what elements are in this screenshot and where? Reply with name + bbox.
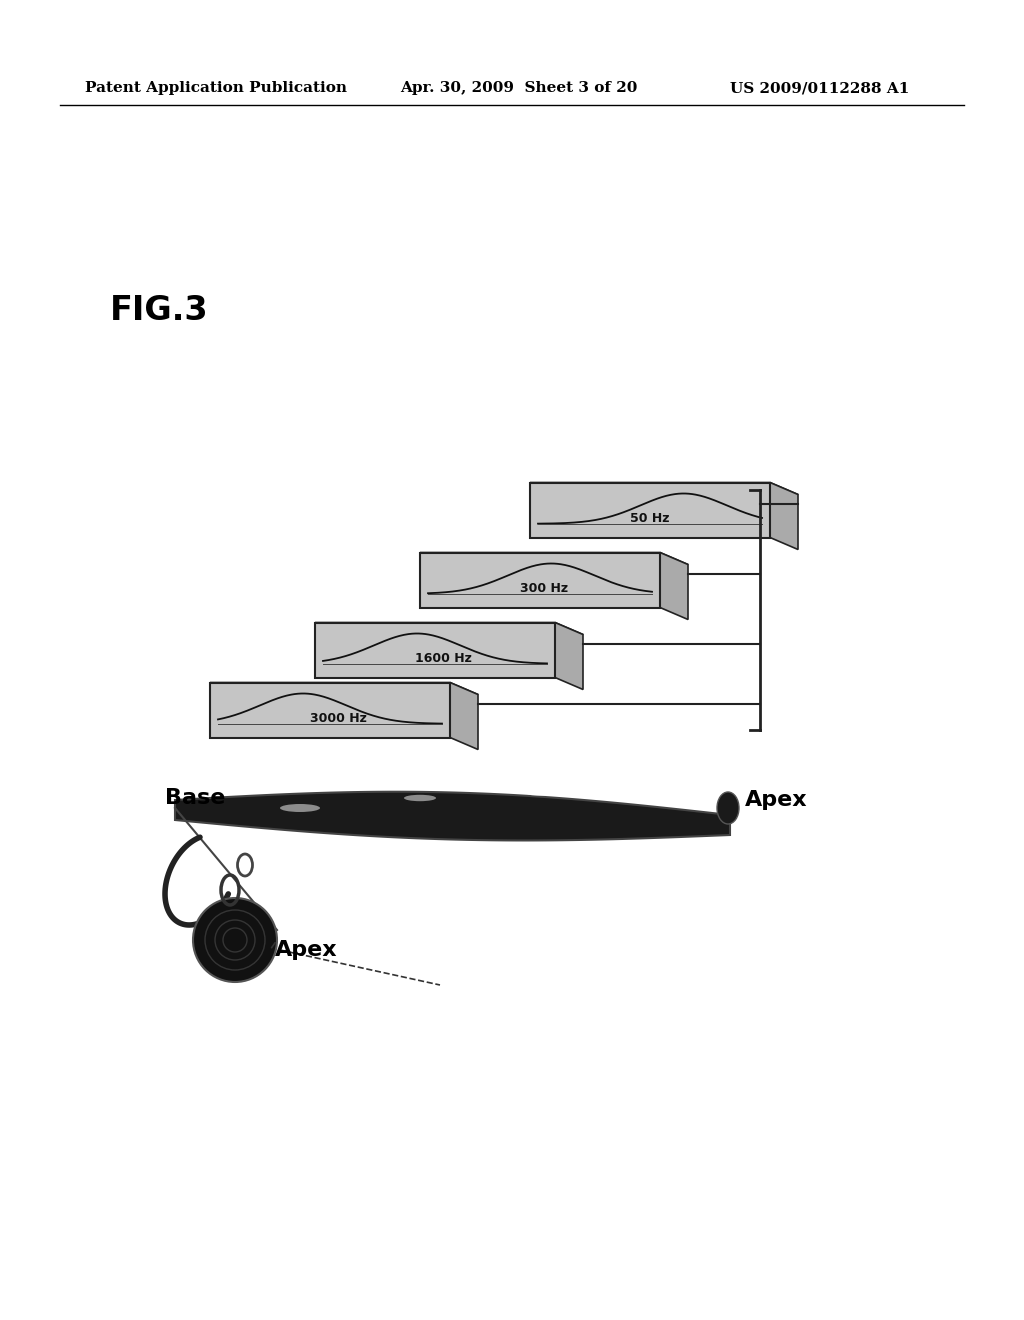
Circle shape — [193, 898, 278, 982]
Polygon shape — [420, 553, 688, 565]
Ellipse shape — [526, 791, 554, 796]
Text: Apex: Apex — [745, 789, 808, 810]
Ellipse shape — [638, 788, 662, 792]
Polygon shape — [210, 682, 478, 694]
Polygon shape — [210, 682, 450, 738]
Text: Base: Base — [165, 788, 225, 808]
Text: Apr. 30, 2009  Sheet 3 of 20: Apr. 30, 2009 Sheet 3 of 20 — [400, 81, 637, 95]
Ellipse shape — [717, 792, 739, 824]
Polygon shape — [530, 483, 770, 537]
Text: US 2009/0112288 A1: US 2009/0112288 A1 — [730, 81, 909, 95]
Polygon shape — [175, 792, 730, 841]
Ellipse shape — [280, 804, 319, 812]
Text: FIG.3: FIG.3 — [110, 293, 209, 326]
Polygon shape — [420, 553, 660, 607]
Text: 50 Hz: 50 Hz — [630, 512, 670, 525]
Polygon shape — [450, 682, 478, 750]
Polygon shape — [770, 483, 798, 549]
Text: Patent Application Publication: Patent Application Publication — [85, 81, 347, 95]
Polygon shape — [660, 553, 688, 619]
Polygon shape — [555, 623, 583, 689]
Text: 3000 Hz: 3000 Hz — [310, 711, 367, 725]
Text: 300 Hz: 300 Hz — [520, 582, 568, 595]
Text: Apex: Apex — [275, 940, 338, 960]
Polygon shape — [315, 623, 555, 677]
Text: 1600 Hz: 1600 Hz — [415, 652, 472, 665]
Polygon shape — [315, 623, 583, 635]
Polygon shape — [530, 483, 798, 495]
Ellipse shape — [404, 795, 436, 801]
